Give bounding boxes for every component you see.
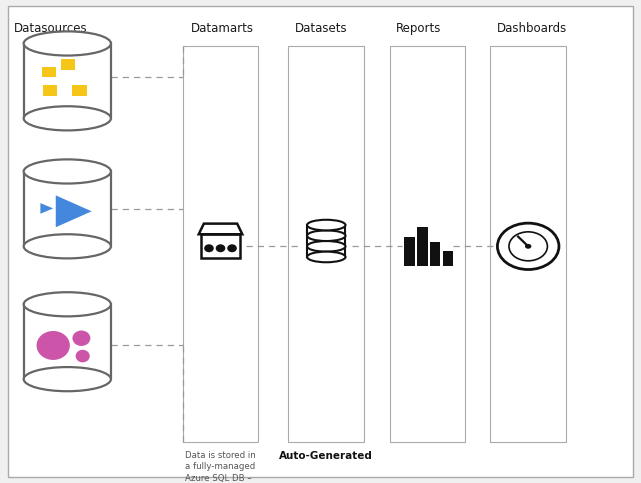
Ellipse shape bbox=[307, 230, 345, 241]
Text: Reports: Reports bbox=[396, 22, 442, 35]
FancyBboxPatch shape bbox=[72, 85, 87, 96]
FancyBboxPatch shape bbox=[443, 251, 453, 266]
Polygon shape bbox=[307, 236, 345, 246]
Polygon shape bbox=[24, 171, 111, 246]
Ellipse shape bbox=[307, 241, 345, 252]
Polygon shape bbox=[24, 43, 111, 118]
Ellipse shape bbox=[227, 244, 237, 252]
Text: Datasources: Datasources bbox=[14, 22, 88, 35]
Polygon shape bbox=[56, 195, 92, 227]
Polygon shape bbox=[40, 203, 53, 213]
Ellipse shape bbox=[76, 350, 90, 362]
FancyBboxPatch shape bbox=[404, 237, 415, 266]
Ellipse shape bbox=[72, 330, 90, 346]
Ellipse shape bbox=[24, 106, 111, 130]
Text: Dashboards: Dashboards bbox=[497, 22, 567, 35]
Polygon shape bbox=[199, 224, 242, 234]
Ellipse shape bbox=[204, 244, 214, 252]
FancyBboxPatch shape bbox=[417, 227, 428, 266]
FancyBboxPatch shape bbox=[430, 242, 440, 266]
Ellipse shape bbox=[24, 292, 111, 316]
Text: Data is stored in
a fully-managed
Azure SQL DB –
ready to be
modeled
and consume: Data is stored in a fully-managed Azure … bbox=[185, 451, 256, 483]
Ellipse shape bbox=[24, 367, 111, 391]
Ellipse shape bbox=[307, 252, 345, 262]
Text: Auto-Generated: Auto-Generated bbox=[279, 451, 373, 461]
Ellipse shape bbox=[24, 31, 111, 56]
FancyBboxPatch shape bbox=[61, 59, 75, 70]
Ellipse shape bbox=[215, 244, 226, 252]
FancyBboxPatch shape bbox=[183, 46, 258, 442]
Polygon shape bbox=[307, 246, 345, 257]
FancyBboxPatch shape bbox=[490, 46, 566, 442]
FancyBboxPatch shape bbox=[8, 6, 633, 477]
FancyBboxPatch shape bbox=[390, 46, 465, 442]
FancyBboxPatch shape bbox=[288, 46, 364, 442]
Ellipse shape bbox=[24, 234, 111, 258]
FancyBboxPatch shape bbox=[201, 234, 240, 258]
Text: Datamarts: Datamarts bbox=[191, 22, 254, 35]
FancyBboxPatch shape bbox=[43, 85, 57, 96]
Text: Datasets: Datasets bbox=[295, 22, 347, 35]
Ellipse shape bbox=[37, 331, 70, 360]
Ellipse shape bbox=[525, 244, 531, 249]
FancyBboxPatch shape bbox=[42, 67, 56, 77]
Ellipse shape bbox=[307, 220, 345, 230]
Ellipse shape bbox=[509, 232, 547, 261]
Ellipse shape bbox=[24, 159, 111, 184]
Polygon shape bbox=[24, 304, 111, 379]
Ellipse shape bbox=[497, 223, 559, 270]
Polygon shape bbox=[307, 225, 345, 236]
